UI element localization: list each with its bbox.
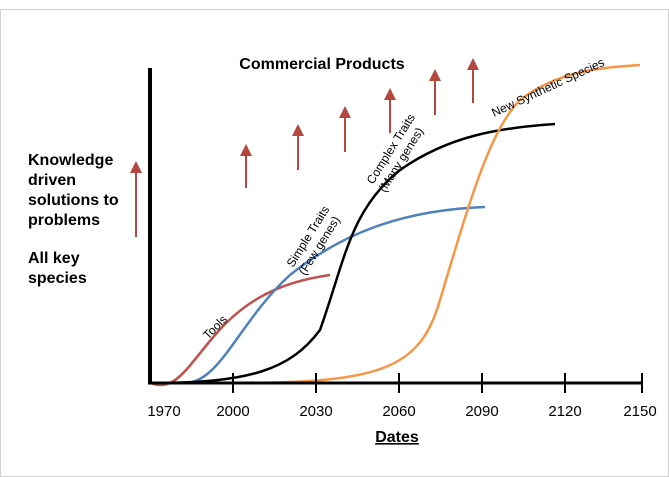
- curve-simple: [184, 205, 486, 385]
- tick-label: 2090: [465, 403, 498, 420]
- curve-synthetic: [229, 63, 641, 385]
- curve-complex: [149, 122, 556, 385]
- tick-label: 1970: [147, 403, 180, 420]
- left-label-line: Knowledge: [28, 152, 113, 169]
- tick-label: 2150: [623, 403, 656, 420]
- arrows: [130, 58, 479, 237]
- left-label-line: species: [28, 270, 87, 287]
- frame: [0, 9, 669, 477]
- left-label-line: All key: [28, 250, 80, 267]
- left-label-line: problems: [28, 212, 100, 229]
- tick-label: 2030: [299, 403, 332, 420]
- tick-label: 2120: [548, 403, 581, 420]
- tick-label: 2000: [216, 403, 249, 420]
- x-axis-title: Dates: [375, 429, 419, 446]
- left-label-line: driven: [28, 172, 76, 189]
- tick-label: 2060: [382, 403, 415, 420]
- title: Commercial Products: [239, 56, 404, 73]
- left-label-line: solutions to: [28, 192, 119, 209]
- axes: [148, 68, 643, 393]
- left-labels: Knowledge driven solutions to problems A…: [28, 152, 119, 287]
